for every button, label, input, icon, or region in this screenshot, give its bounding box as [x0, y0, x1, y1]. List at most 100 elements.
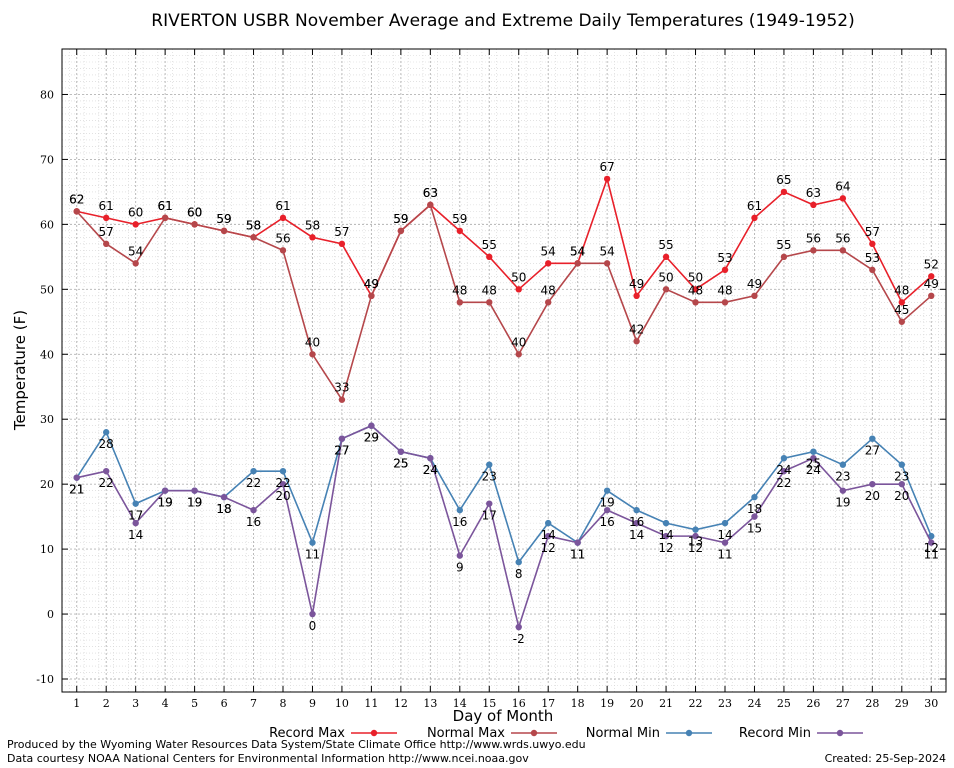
y-tick-label: 80: [40, 88, 54, 101]
x-tick-label: 19: [600, 697, 614, 710]
normal-min-point: [692, 526, 699, 533]
record-max-data-label: 59: [216, 212, 231, 226]
normal-min-data-label: 18: [216, 502, 231, 516]
normal-min-data-label: 16: [629, 515, 644, 529]
x-tick-label: 26: [806, 697, 820, 710]
legend-item-record-min: Record Min: [739, 726, 863, 741]
record-min-point: [456, 552, 463, 559]
x-tick-label: 7: [250, 697, 257, 710]
normal-max-data-label: 56: [835, 231, 850, 245]
record-min-point: [928, 539, 935, 546]
record-min-point: [869, 480, 876, 488]
record-max-point: [633, 292, 640, 300]
record-max-data-label: 55: [658, 238, 673, 252]
normal-min-data-label: 22: [275, 476, 290, 490]
record-min-data-label: 22: [99, 476, 114, 490]
normal-max-line: [76, 203, 932, 402]
record-max-point: [839, 195, 847, 202]
record-max-data-label: 49: [364, 277, 379, 291]
y-tick-label: 0: [47, 608, 54, 621]
record-max-point: [869, 240, 876, 248]
normal-min-point: [780, 454, 788, 462]
x-tick-label: 23: [718, 697, 732, 710]
x-tick-label: 30: [924, 697, 938, 710]
record-max-data-label: 63: [423, 186, 438, 200]
y-tick-label: 30: [40, 413, 54, 426]
normal-min-point: [103, 429, 110, 436]
normal-max-data-label: 49: [924, 277, 939, 291]
normal-min-data-label: 14: [717, 528, 732, 542]
record-min-data-label: 11: [717, 548, 732, 562]
record-min-data-label: 19: [835, 496, 850, 510]
x-tick-label: 1: [73, 697, 80, 710]
legend-marker-normal-max: [530, 729, 538, 737]
record-min-data-label: 22: [776, 476, 791, 490]
record-max-data-label: 64: [835, 179, 850, 193]
record-max-data-label: 49: [629, 277, 644, 291]
legend-item-normal-min: Normal Min: [586, 726, 712, 741]
normal-min-data-label: 17: [128, 509, 143, 523]
normal-max-data-label: 40: [305, 335, 320, 349]
normal-max-series: [73, 201, 935, 403]
normal-max-data-label: 49: [364, 277, 379, 291]
x-tick-label: 3: [132, 697, 139, 710]
y-tick-label: 20: [40, 478, 54, 491]
record-max-data-label: 57: [334, 225, 349, 239]
x-tick-label: 21: [659, 697, 673, 710]
record-max-data-label: 65: [776, 173, 791, 187]
record-min-point: [633, 519, 640, 527]
normal-min-point: [898, 461, 905, 468]
normal-max-point: [368, 292, 375, 300]
record-min-data-label: 27: [334, 444, 349, 458]
x-tick-label: 14: [453, 697, 467, 710]
x-tick-label: 6: [221, 697, 228, 710]
record-max-data-label: 63: [806, 186, 821, 200]
record-max-point: [928, 273, 935, 280]
normal-min-data-label: 19: [157, 496, 172, 510]
record-min-point: [751, 513, 758, 520]
normal-max-point: [397, 227, 405, 235]
record-max-point: [515, 286, 522, 293]
record-max-data-label: 53: [717, 251, 732, 265]
x-tick-label: 27: [836, 697, 850, 710]
normal-min-data-label: 28: [99, 437, 114, 451]
normal-min-data-label: 27: [865, 444, 880, 458]
record-max-point: [780, 188, 788, 196]
record-min-data-label: 19: [157, 496, 172, 510]
record-min-point: [515, 623, 522, 631]
record-max-data-label: 58: [305, 218, 320, 232]
x-axis-title: Day of Month: [453, 707, 554, 725]
record-min-data-label: 21: [69, 483, 84, 497]
record-max-point: [810, 201, 817, 209]
normal-min-data-label: 19: [599, 496, 614, 510]
record-max-data-label: 52: [924, 257, 939, 271]
record-min-point: [73, 474, 80, 481]
record-max-data-label: 61: [275, 199, 290, 213]
legend-label-record-min: Record Min: [739, 726, 811, 741]
legend-item-normal-max: Normal Max: [427, 726, 557, 741]
normal-min-data-label: 24: [423, 463, 438, 477]
chart-title: RIVERTON USBR November Average and Extre…: [151, 11, 854, 31]
normal-min-data-label: 14: [541, 528, 556, 542]
x-tick-label: 22: [689, 697, 703, 710]
normal-max-data-label: 53: [865, 251, 880, 265]
normal-max-point: [220, 227, 228, 235]
normal-max-point: [427, 201, 434, 209]
normal-max-point: [839, 247, 847, 254]
record-min-data-label: 11: [570, 548, 585, 562]
record-max-data-label: 61: [99, 199, 114, 213]
normal-min-data-label: 8: [515, 567, 523, 581]
x-tick-label: 18: [571, 697, 585, 710]
record-max-data-label: 54: [541, 244, 556, 258]
footer-data-courtesy: Data courtesy NOAA National Centers for …: [7, 752, 529, 765]
normal-max-point: [515, 351, 522, 358]
normal-min-data-label: 29: [364, 431, 379, 445]
normal-min-data-label: 24: [776, 463, 791, 477]
x-tick-label: 9: [309, 697, 316, 710]
record-max-data-label: 48: [894, 283, 909, 297]
record-max-point: [603, 175, 611, 183]
normal-min-data-label: 25: [393, 457, 408, 471]
record-max-point: [103, 214, 110, 222]
grid: [62, 48, 946, 693]
